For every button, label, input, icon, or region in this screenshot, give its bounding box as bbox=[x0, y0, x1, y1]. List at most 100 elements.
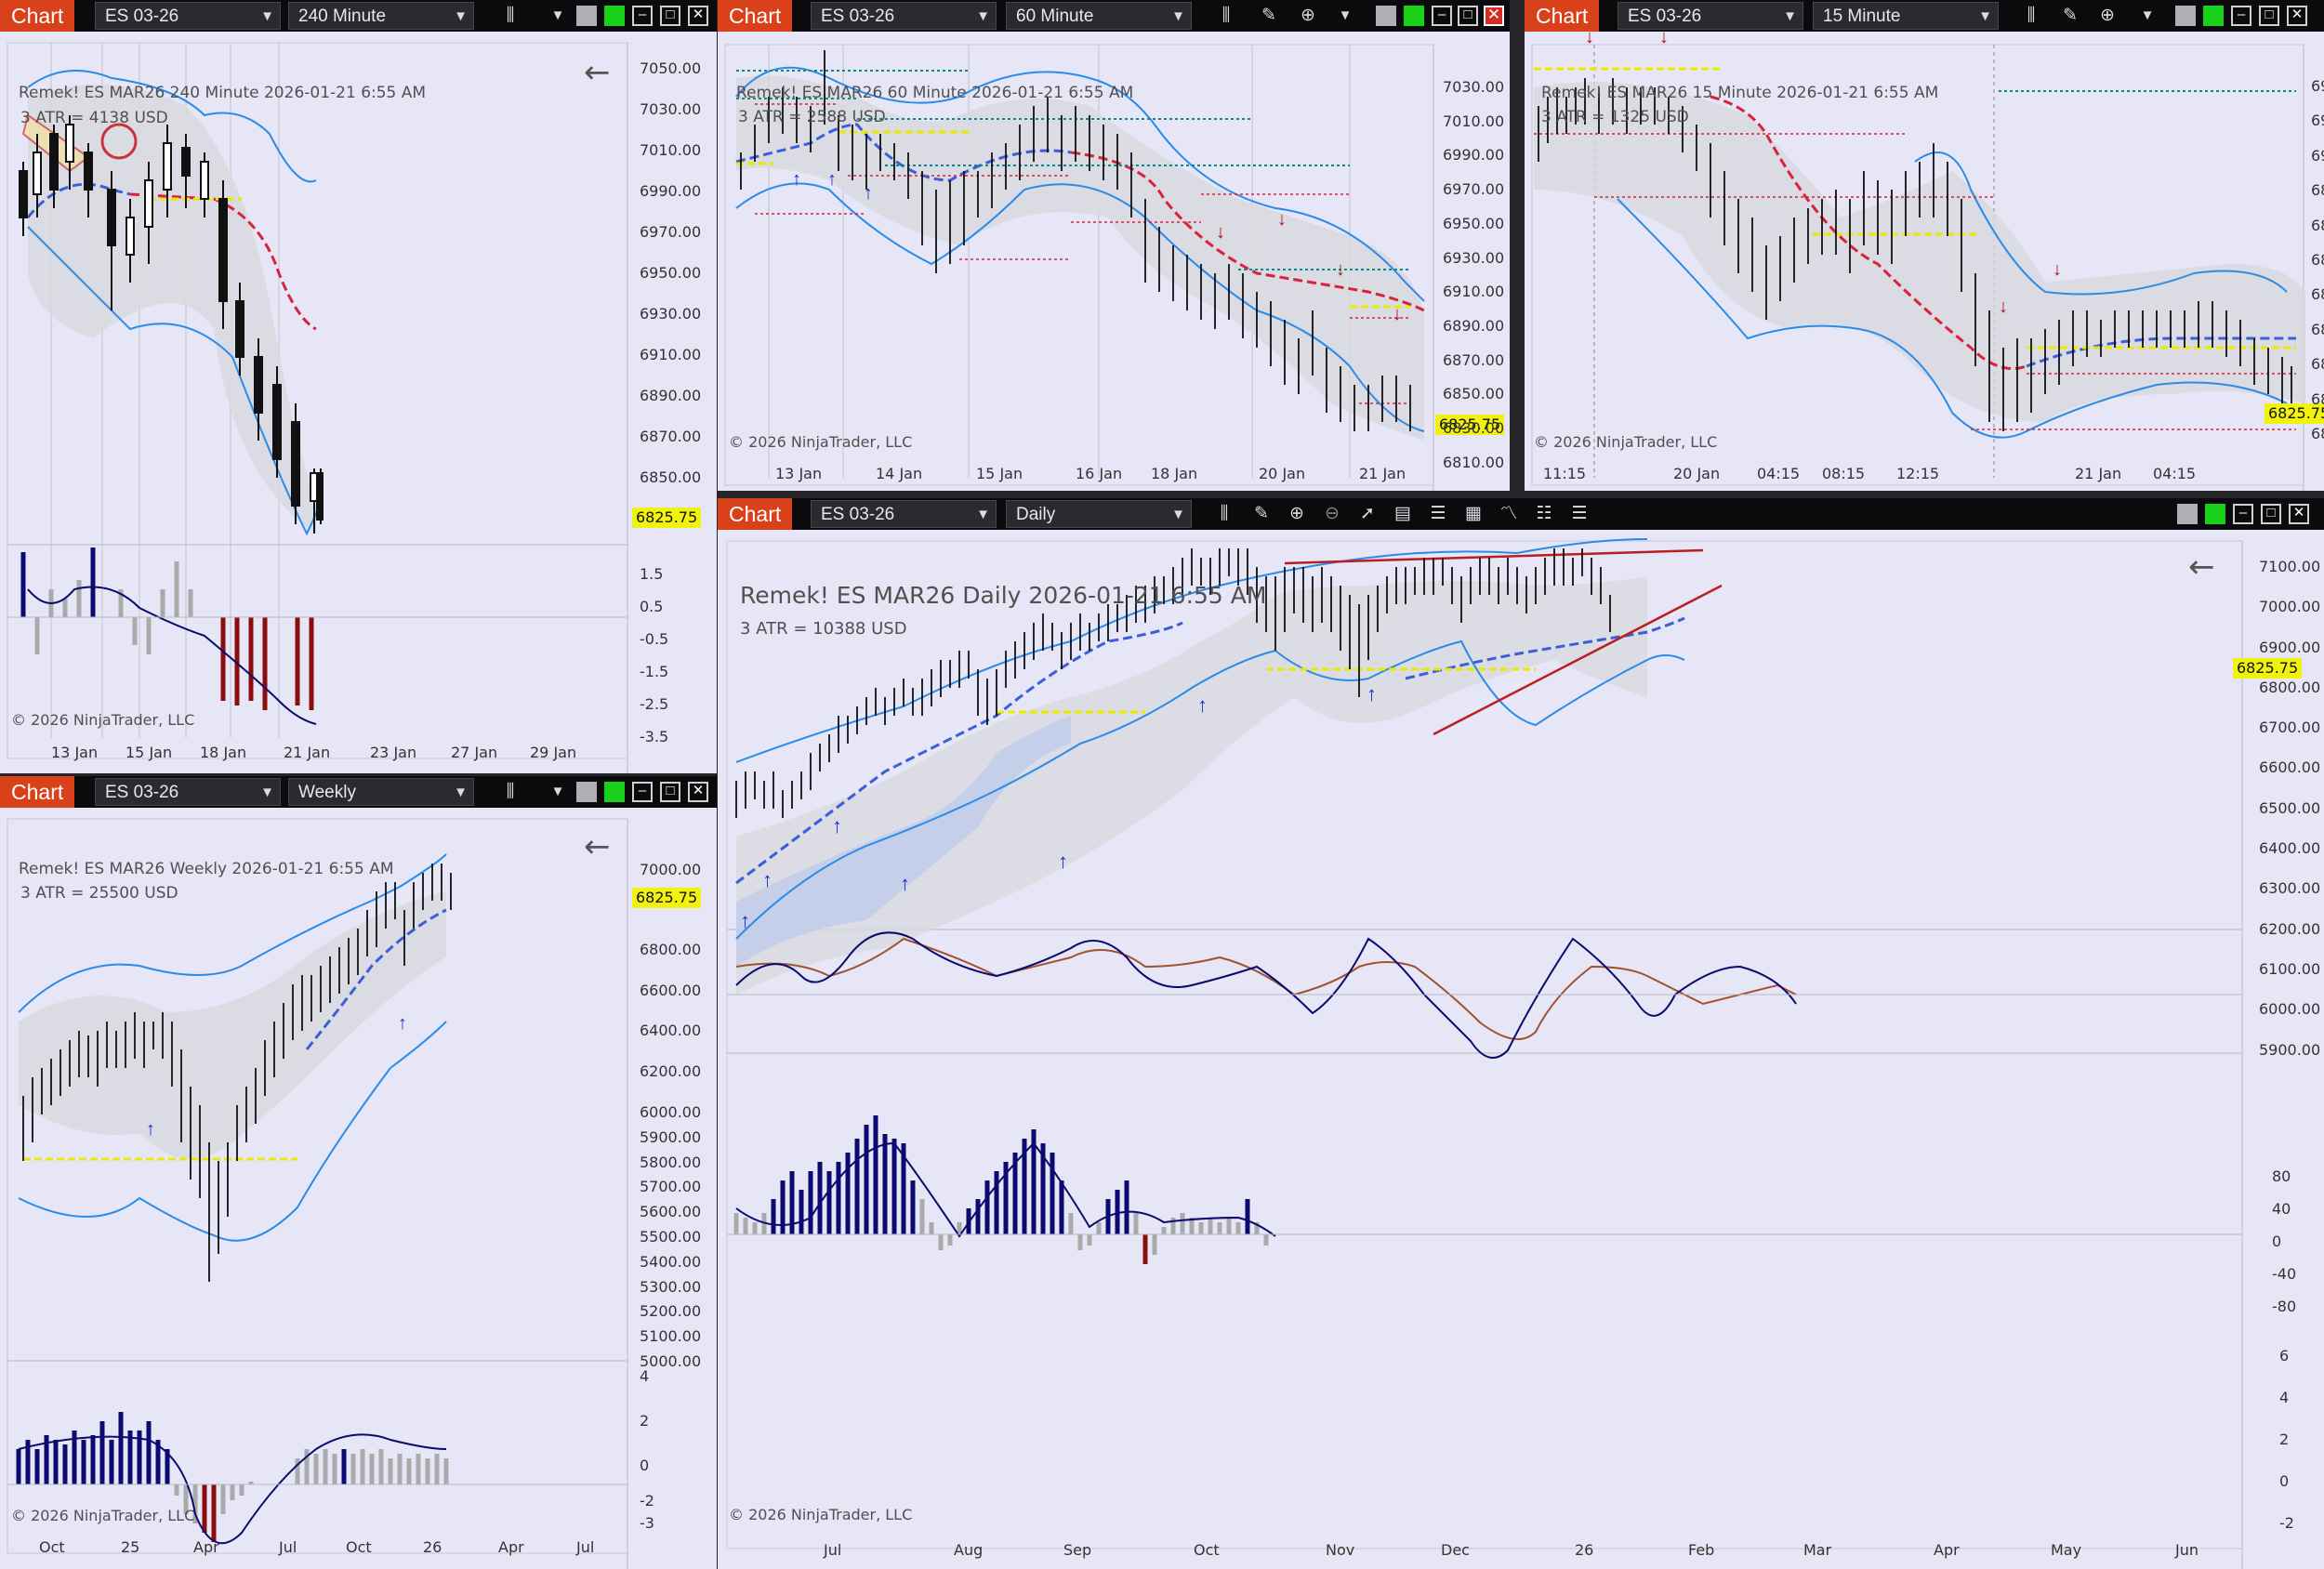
axis-tick: 16 Jan bbox=[1076, 465, 1123, 482]
window-sync-button[interactable] bbox=[604, 782, 625, 802]
axis-tick: 6600.00 bbox=[2259, 758, 2321, 777]
chevron-down-icon[interactable]: ▼ bbox=[1338, 7, 1353, 23]
axis-tick: 5100.00 bbox=[640, 1327, 702, 1346]
bar-style-icon[interactable]: ⫼ bbox=[1220, 504, 1229, 523]
interval-selector[interactable]: Weekly ▼ bbox=[288, 778, 474, 806]
price-panel[interactable]: ↑↑ bbox=[0, 808, 717, 1569]
close-button[interactable]: ✕ bbox=[2287, 6, 2307, 26]
template-icon[interactable]: ☷ bbox=[1536, 504, 1552, 523]
pencil-icon[interactable]: ✎ bbox=[1261, 6, 1276, 25]
window-link-button[interactable] bbox=[2175, 6, 2196, 26]
window-sync-button[interactable] bbox=[2205, 504, 2225, 524]
upper-band bbox=[27, 70, 317, 183]
close-button[interactable]: ✕ bbox=[688, 782, 708, 802]
lower-band bbox=[735, 182, 1425, 432]
maximize-button[interactable]: □ bbox=[1458, 6, 1478, 26]
data-box-icon[interactable]: ▤ bbox=[1394, 504, 1411, 523]
chevron-down-icon[interactable]: ▼ bbox=[2140, 7, 2155, 23]
axis-tick: 5900.00 bbox=[640, 1127, 702, 1146]
interval-selector[interactable]: 240 Minute ▼ bbox=[288, 2, 474, 30]
pencil-icon[interactable]: ✎ bbox=[2063, 6, 2078, 25]
axis-tick: Jul bbox=[824, 1541, 842, 1559]
price-panel[interactable] bbox=[0, 32, 717, 773]
instrument-selector[interactable]: ES 03-26 ▼ bbox=[95, 2, 281, 30]
window-link-button[interactable] bbox=[1376, 6, 1396, 26]
instrument-selector[interactable]: ES 03-26 ▼ bbox=[811, 500, 997, 528]
list-icon[interactable]: ☰ bbox=[1571, 504, 1588, 523]
axis-tick: 29 Jan bbox=[530, 744, 577, 761]
price-panel[interactable]: ↓ ↓ ↓ ↓ bbox=[1525, 32, 2324, 491]
atr-label: 3 ATR = 25500 USD bbox=[20, 884, 178, 903]
keltner-cloud bbox=[736, 576, 1647, 995]
chart-menu-button[interactable]: Chart bbox=[0, 776, 75, 808]
support-line bbox=[1433, 584, 1723, 736]
maximize-button[interactable]: □ bbox=[2259, 6, 2279, 26]
zoom-out-icon[interactable]: ⊖ bbox=[1325, 504, 1340, 523]
interval-selector[interactable]: 15 Minute ▼ bbox=[1813, 2, 1999, 30]
pointer-icon[interactable]: ➚ bbox=[1360, 504, 1375, 523]
bar-style-icon[interactable]: ⫼ bbox=[506, 6, 515, 25]
bar-style-icon[interactable]: ⫼ bbox=[2027, 6, 2036, 25]
zoom-in-icon[interactable]: ⊕ bbox=[1289, 504, 1304, 523]
chart-menu-button[interactable]: Chart bbox=[1525, 0, 1600, 32]
interval-selector[interactable]: Daily ▼ bbox=[1006, 500, 1192, 528]
zoom-in-icon[interactable]: ⊕ bbox=[2100, 6, 2115, 25]
close-button[interactable]: ✕ bbox=[2289, 504, 2309, 524]
maximize-button[interactable]: □ bbox=[660, 6, 680, 26]
svg-text:↓: ↓ bbox=[1336, 259, 1345, 280]
window-link-button[interactable] bbox=[576, 6, 597, 26]
window-link-button[interactable] bbox=[576, 782, 597, 802]
axis-tick: 12:15 bbox=[1896, 465, 1940, 482]
svg-text:↑: ↑ bbox=[832, 814, 842, 837]
instrument-selector[interactable]: ES 03-26 ▼ bbox=[811, 2, 997, 30]
copyright: © 2026 NinjaTrader, LLC bbox=[11, 711, 195, 729]
instrument-selector[interactable]: ES 03-26 ▼ bbox=[95, 778, 281, 806]
maximize-button[interactable]: □ bbox=[660, 782, 680, 802]
indicator-icon[interactable]: 〽 bbox=[1499, 504, 1518, 523]
axis-tick: 7000.00 bbox=[640, 861, 702, 878]
bar-style-icon[interactable]: ⫼ bbox=[1221, 6, 1231, 25]
minimize-button[interactable]: – bbox=[632, 6, 653, 26]
axis-tick: 0 bbox=[2272, 1233, 2282, 1250]
axis-tick: 6890.00 bbox=[2311, 181, 2324, 200]
histogram bbox=[733, 1115, 1269, 1264]
chevron-down-icon[interactable]: ▼ bbox=[550, 7, 565, 23]
chart-menu-button[interactable]: Chart bbox=[0, 0, 75, 32]
window-sync-button[interactable] bbox=[1404, 6, 1424, 26]
chevron-down-icon[interactable]: ▼ bbox=[550, 784, 565, 799]
minimize-button[interactable]: – bbox=[1432, 6, 1452, 26]
svg-text:↑: ↑ bbox=[146, 1119, 155, 1140]
axis-tick: 6300.00 bbox=[2259, 879, 2321, 898]
window-link-button[interactable] bbox=[2177, 504, 2198, 524]
minimize-button[interactable]: – bbox=[632, 782, 653, 802]
pencil-icon[interactable]: ✎ bbox=[1254, 504, 1269, 523]
chart-menu-button[interactable]: Chart bbox=[718, 498, 793, 530]
window-sync-button[interactable] bbox=[2203, 6, 2224, 26]
axis-tick: -2 bbox=[2279, 1514, 2294, 1532]
back-arrow-icon[interactable]: ← bbox=[2188, 548, 2215, 586]
minimize-button[interactable]: – bbox=[2233, 504, 2253, 524]
strategy-icon[interactable]: ▦ bbox=[1465, 504, 1482, 523]
price-panel[interactable]: ↑ ↑ ↑ ↓ ↓ ↓ ↓ bbox=[718, 32, 1510, 491]
close-button[interactable]: ✕ bbox=[1484, 6, 1504, 26]
close-button[interactable]: ✕ bbox=[688, 6, 708, 26]
zoom-in-icon[interactable]: ⊕ bbox=[1301, 6, 1315, 25]
axis-tick: Nov bbox=[1326, 1541, 1355, 1559]
properties-icon[interactable]: ☰ bbox=[1430, 504, 1446, 523]
minimize-button[interactable]: – bbox=[2231, 6, 2251, 26]
back-arrow-icon[interactable]: ← bbox=[584, 54, 611, 91]
svg-text:↓: ↓ bbox=[2053, 259, 2062, 280]
interval-selector[interactable]: 60 Minute ▼ bbox=[1006, 2, 1192, 30]
axis-tick: 04:15 bbox=[2153, 465, 2197, 482]
maximize-button[interactable]: □ bbox=[2261, 504, 2281, 524]
candles bbox=[1538, 78, 2292, 431]
price-panel[interactable]: ↑ ↑ ↑ ↑ ↑ ↑ ↑ bbox=[718, 530, 2324, 1569]
window-sync-button[interactable] bbox=[604, 6, 625, 26]
instrument-selector[interactable]: ES 03-26 ▼ bbox=[1618, 2, 1803, 30]
chart-menu-button[interactable]: Chart bbox=[718, 0, 793, 32]
signal-arrows: ↑↑ bbox=[146, 1013, 407, 1140]
back-arrow-icon[interactable]: ← bbox=[584, 828, 611, 865]
bar-style-icon[interactable]: ⫼ bbox=[506, 782, 515, 801]
chevron-down-icon: ▼ bbox=[454, 784, 468, 800]
axis-tick: -0.5 bbox=[640, 630, 669, 648]
